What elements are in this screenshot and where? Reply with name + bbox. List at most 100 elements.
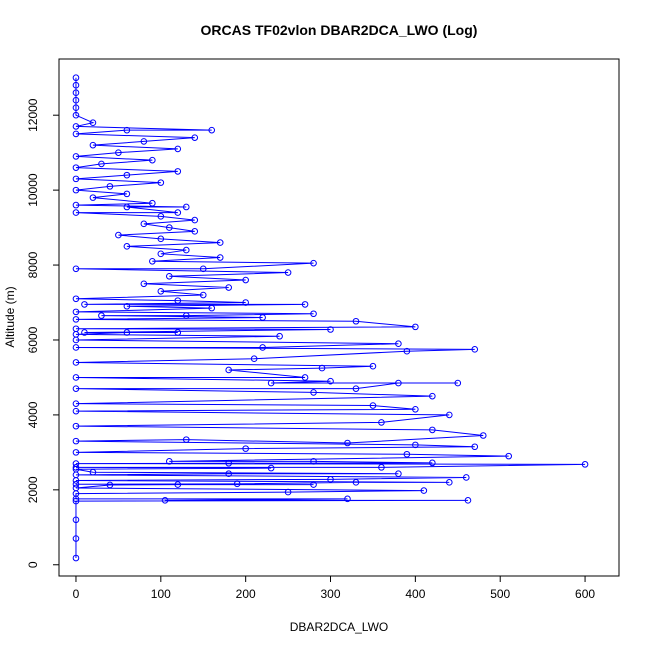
data-point <box>369 362 377 370</box>
data-point <box>403 450 411 458</box>
y-axis-label: Altitude (m) <box>3 286 17 347</box>
data-point <box>72 130 80 138</box>
data-point <box>98 160 105 168</box>
data-point <box>149 258 156 265</box>
data-point <box>72 308 80 316</box>
plot-series <box>72 74 589 562</box>
data-point <box>72 385 80 392</box>
data-point <box>191 216 199 224</box>
data-point <box>378 419 385 426</box>
data-point <box>327 326 334 333</box>
data-point <box>454 379 462 387</box>
data-point <box>72 316 80 323</box>
data-point <box>123 171 131 179</box>
data-point <box>174 297 182 304</box>
data-point <box>149 156 156 164</box>
data-point <box>267 464 275 472</box>
data-point <box>89 119 97 126</box>
data-point <box>72 89 80 97</box>
data-point <box>157 213 165 220</box>
data-point <box>166 458 173 465</box>
data-point <box>123 302 131 310</box>
data-point <box>72 265 80 273</box>
data-point <box>161 497 169 504</box>
x-tick-label: 100 <box>151 587 171 601</box>
data-point <box>123 126 131 134</box>
data-point <box>72 497 80 505</box>
data-point <box>199 291 207 299</box>
data-point <box>72 344 80 351</box>
data-point <box>72 422 80 430</box>
data-point <box>395 340 402 348</box>
data-point <box>581 461 589 468</box>
data-point <box>72 201 80 209</box>
data-point <box>352 317 360 325</box>
data-point <box>89 468 97 476</box>
data-point <box>72 407 80 415</box>
x-tick-label: 200 <box>236 587 256 601</box>
data-point <box>89 141 97 149</box>
data-point <box>225 470 232 478</box>
data-point <box>98 312 105 319</box>
data-point <box>182 246 190 254</box>
data-point <box>233 480 241 488</box>
data-point <box>216 239 224 246</box>
data-point <box>166 272 173 280</box>
data-point <box>115 149 122 156</box>
data-point <box>471 443 479 451</box>
data-point <box>81 301 88 308</box>
data-point <box>429 392 436 400</box>
data-point <box>72 374 80 381</box>
data-point <box>310 259 317 267</box>
data-point <box>89 194 97 201</box>
data-point <box>420 487 428 494</box>
data-point <box>72 516 80 524</box>
data-point <box>140 280 148 288</box>
data-point <box>225 284 232 291</box>
chart-title: ORCAS TF02vlon DBAR2DCA_LWO (Log) <box>201 22 478 38</box>
data-point <box>140 220 148 228</box>
x-tick-label: 600 <box>575 587 595 601</box>
data-point <box>395 379 402 387</box>
x-tick-label: 0 <box>73 587 80 601</box>
data-point <box>225 366 232 374</box>
data-point <box>182 436 190 443</box>
data-point <box>72 400 80 407</box>
data-point <box>157 287 165 295</box>
data-point <box>123 203 131 211</box>
data-point <box>208 304 216 312</box>
data-point <box>216 254 224 261</box>
data-point <box>72 480 80 488</box>
data-point <box>182 203 190 211</box>
data-point <box>72 209 80 216</box>
data-point <box>182 312 190 319</box>
data-point <box>72 484 80 492</box>
data-point <box>479 432 487 439</box>
data-point <box>191 134 199 141</box>
data-point <box>250 355 258 363</box>
data-point <box>284 269 292 276</box>
data-point <box>284 488 292 496</box>
data-point <box>72 554 80 562</box>
data-point <box>174 145 182 153</box>
data-point <box>446 411 453 419</box>
data-point <box>462 474 470 481</box>
data-point <box>429 459 436 467</box>
x-axis: 0 100 200 300 400 500 600 <box>73 576 595 601</box>
data-point <box>72 153 80 160</box>
data-point <box>276 332 283 340</box>
data-point <box>242 276 249 284</box>
data-point <box>106 183 114 190</box>
data-point <box>403 347 411 355</box>
data-point <box>344 439 351 447</box>
data-point <box>123 329 131 336</box>
y-tick-label: 6000 <box>26 326 40 353</box>
data-point <box>72 123 80 130</box>
data-point <box>157 250 165 258</box>
y-tick-label: 12000 <box>26 98 40 132</box>
data-point <box>199 265 207 273</box>
data-point <box>72 464 80 471</box>
data-point <box>106 481 114 489</box>
data-point <box>115 231 122 239</box>
